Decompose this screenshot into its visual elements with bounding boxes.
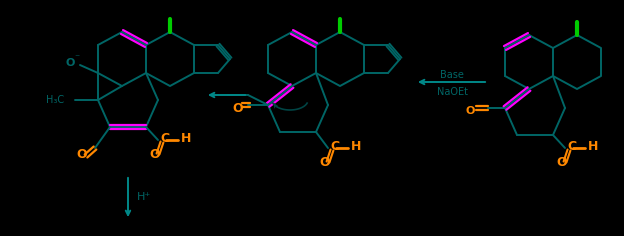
Text: O: O (557, 156, 567, 169)
Text: O: O (466, 106, 475, 116)
Text: O: O (150, 148, 160, 161)
Text: C: C (330, 140, 339, 153)
Text: H: H (351, 140, 361, 153)
Text: H: H (588, 140, 598, 153)
Text: Base: Base (440, 70, 464, 80)
Text: O: O (77, 148, 87, 161)
Text: NaOEt: NaOEt (437, 87, 467, 97)
Text: H⁺: H⁺ (137, 192, 151, 202)
Text: H: H (181, 132, 192, 146)
Text: H₃C: H₃C (46, 95, 64, 105)
Text: O: O (319, 156, 330, 169)
Text: C: C (567, 140, 576, 153)
Text: O: O (233, 101, 243, 114)
Text: ⁻: ⁻ (74, 53, 80, 63)
Text: O: O (66, 58, 75, 68)
Text: C: C (160, 132, 169, 146)
